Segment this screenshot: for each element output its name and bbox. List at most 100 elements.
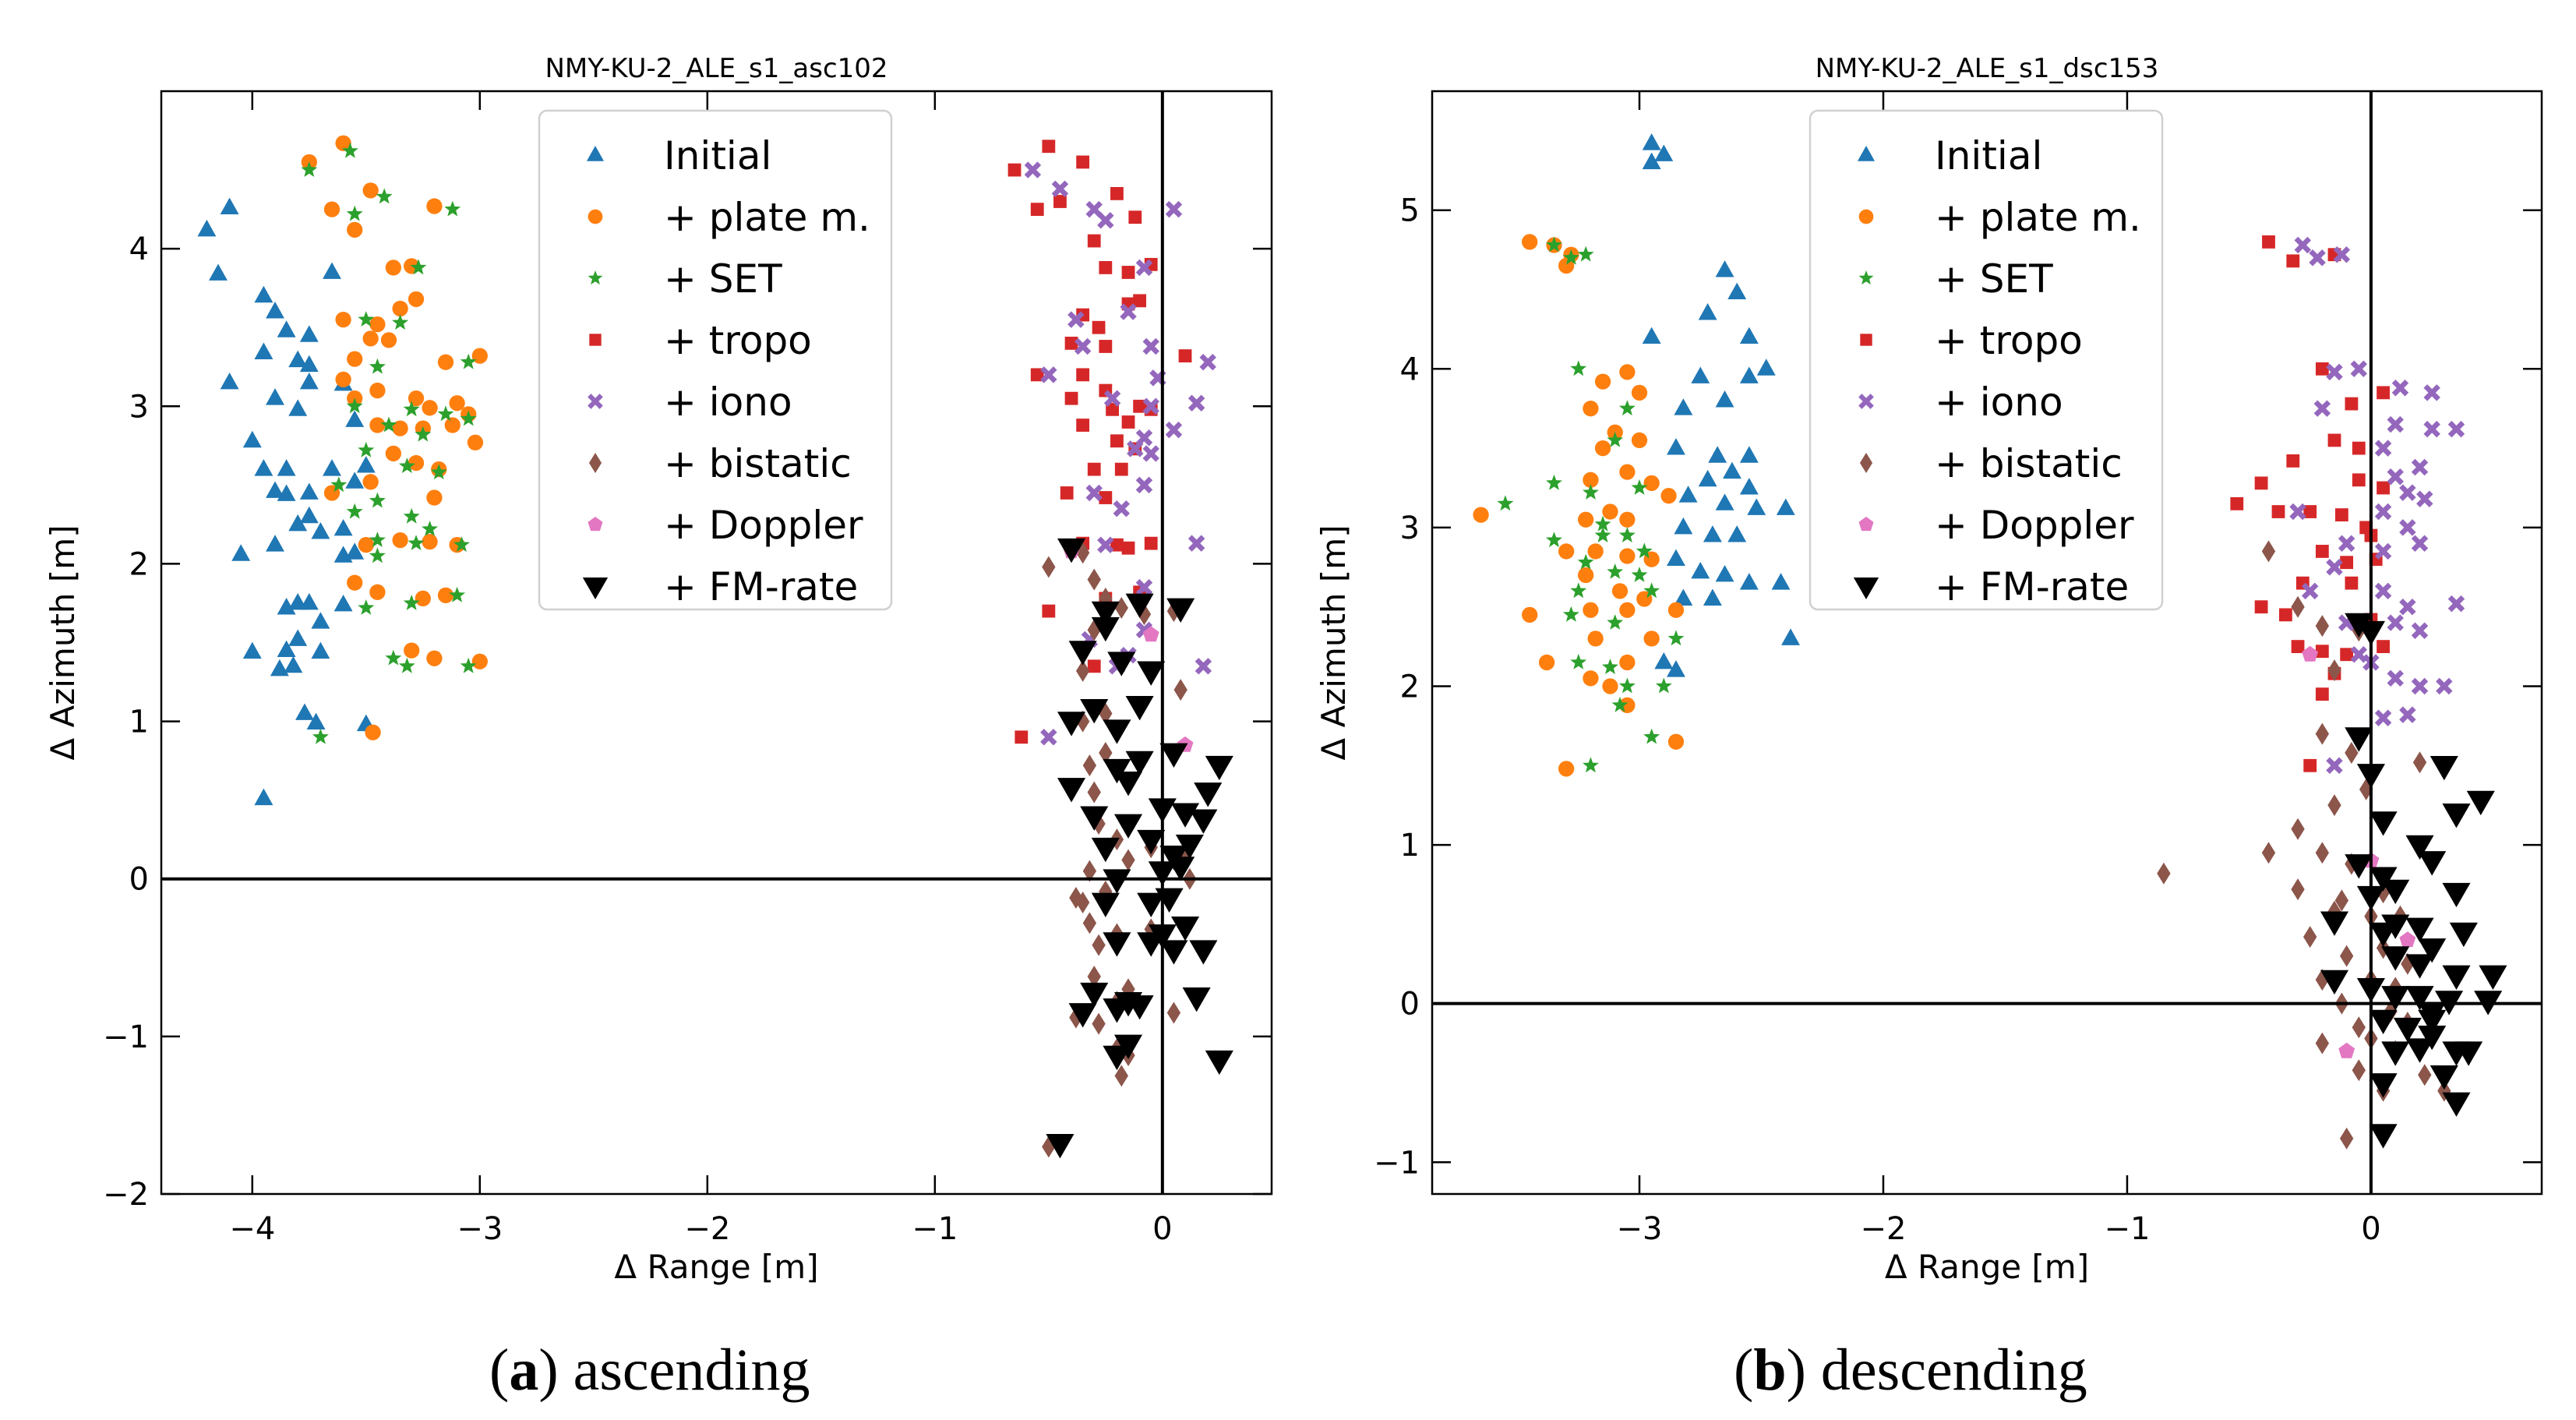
data-point-fmrate <box>2430 1065 2458 1090</box>
data-point-initial <box>1674 398 1693 415</box>
data-point-fmrate <box>1057 712 1086 736</box>
data-point-iono <box>2289 503 2306 521</box>
data-point-plate <box>1602 678 1618 694</box>
data-point-iono <box>1097 212 1114 229</box>
data-point-set <box>1497 495 1514 511</box>
data-point-initial <box>299 355 319 373</box>
data-point-fmrate <box>2369 811 2398 836</box>
data-point-initial <box>1708 446 1727 463</box>
data-point-bistatic <box>2261 842 2276 864</box>
data-point-set <box>403 401 420 417</box>
data-point-iono <box>1067 311 1085 328</box>
data-point-fmrate <box>2381 879 2410 905</box>
data-point-set <box>385 649 402 666</box>
data-point-plate <box>1578 567 1594 584</box>
data-point-iono <box>2387 669 2404 687</box>
data-point-initial <box>1739 573 1759 590</box>
data-point-iono <box>2387 468 2404 486</box>
data-point-bistatic <box>2291 878 2305 901</box>
data-point-tropo <box>1087 659 1101 673</box>
data-point-tropo <box>1076 419 1090 432</box>
data-point-plate <box>415 590 431 607</box>
data-point-initial <box>1771 573 1791 590</box>
data-point-iono <box>2416 490 2433 507</box>
data-point-fmrate <box>1205 755 1233 781</box>
data-point-plate <box>1558 543 1575 560</box>
data-point-plate <box>408 390 425 407</box>
data-point-set <box>358 599 375 615</box>
plot-frame <box>160 90 1273 1196</box>
legend-label-iono: + iono <box>1935 380 2063 425</box>
data-point-tropo <box>2352 473 2366 487</box>
data-point-plate <box>422 400 438 416</box>
data-point-initial <box>333 518 353 536</box>
data-point-initial <box>1674 517 1693 535</box>
data-point-tropo <box>1110 434 1124 448</box>
data-point-fmrate <box>2381 1041 2410 1066</box>
data-point-plate <box>1631 384 1648 401</box>
data-point-initial <box>254 285 273 303</box>
data-point-iono <box>2374 582 2392 600</box>
caption-descending: (b) descending <box>1734 1337 2087 1403</box>
data-point-bistatic <box>1082 912 1097 934</box>
data-point-initial <box>323 262 341 279</box>
data-point-set <box>410 259 427 275</box>
legend: Initial + plate m. + SET + tropo + iono + bis… <box>538 109 893 611</box>
data-point-initial <box>345 472 365 489</box>
y-tick-label: −1 <box>103 1019 149 1055</box>
data-point-set <box>369 358 386 374</box>
data-point-tropo <box>2291 640 2305 653</box>
data-point-iono <box>2309 249 2326 267</box>
data-point-initial <box>270 659 289 676</box>
data-point-initial <box>242 430 262 448</box>
data-point-bistatic <box>1173 679 1187 701</box>
data-point-initial <box>1739 327 1759 344</box>
data-point-iono <box>1113 500 1131 517</box>
data-point-iono <box>1040 366 1057 383</box>
data-point-initial <box>220 197 239 215</box>
data-point-initial <box>1691 366 1710 383</box>
legend-label-tropo: + tropo <box>664 318 812 363</box>
data-point-plate <box>408 454 425 472</box>
data-point-initial <box>1674 588 1693 606</box>
data-point-iono <box>2387 415 2404 433</box>
plot-frame <box>1431 90 2543 1196</box>
data-point-tropo <box>1121 415 1135 429</box>
data-point-initial <box>299 482 319 500</box>
data-point-fmrate <box>2405 917 2434 942</box>
data-point-fmrate <box>1137 892 1166 918</box>
data-point-fmrate <box>1125 593 1154 618</box>
data-point-plate <box>426 650 443 666</box>
x-tick-label: −4 <box>229 1211 275 1247</box>
data-point-set <box>369 492 386 508</box>
data-point-initial <box>311 641 330 659</box>
data-point-iono <box>2399 598 2416 616</box>
data-point-initial <box>299 506 319 524</box>
data-point-tropo <box>2327 433 2341 447</box>
data-point-doppler <box>2338 1042 2355 1058</box>
data-point-fmrate <box>1046 1133 1075 1159</box>
data-point-plate <box>1660 488 1677 504</box>
data-point-initial <box>1703 588 1722 606</box>
data-point-initial <box>277 484 296 501</box>
data-point-fmrate <box>1159 940 1188 965</box>
legend-marker-set <box>588 270 603 285</box>
data-point-plate <box>358 537 374 553</box>
data-point-tropo <box>1087 234 1101 248</box>
data-point-iono <box>2391 379 2409 397</box>
data-point-set <box>1618 527 1636 542</box>
data-point-set <box>346 397 363 414</box>
data-point-set <box>422 521 438 536</box>
y-tick-label: −2 <box>103 1177 149 1213</box>
data-point-set <box>403 595 420 610</box>
y-tick-label: 3 <box>1400 510 1420 546</box>
data-point-tropo <box>1087 462 1101 476</box>
data-point-plate <box>1619 548 1636 564</box>
data-point-initial <box>299 325 319 342</box>
x-axis-label: Δ Range [m] <box>614 1248 818 1286</box>
data-point-initial <box>1776 498 1795 515</box>
data-point-plate <box>369 382 386 399</box>
data-point-set <box>1607 431 1624 447</box>
data-point-fmrate <box>2393 1017 2422 1043</box>
data-point-set <box>380 416 397 433</box>
